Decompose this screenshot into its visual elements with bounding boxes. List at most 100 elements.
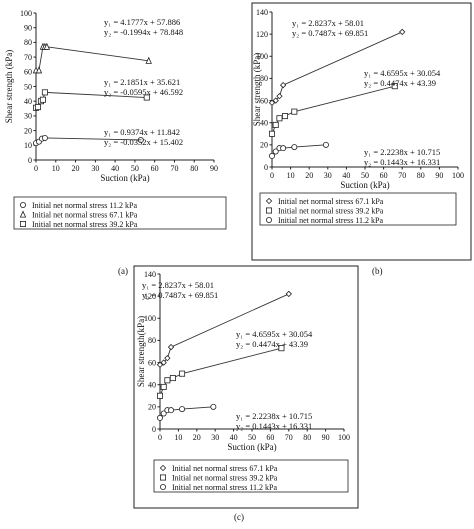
data-point xyxy=(272,97,279,104)
legend-entry: Initial net normal stress 39.2 kPa xyxy=(32,220,138,229)
x-tick-label: 90 xyxy=(210,164,218,173)
chart-a: 0 10 20 30 40 50 60 70 80 90 100 0 10 20 30 40 50 60 70 80 9… xyxy=(4,9,227,230)
data-point xyxy=(179,406,186,413)
data-point xyxy=(41,134,48,141)
equation-y1: y₁ = 4.1777x + 57.886 xyxy=(104,17,180,27)
data-point xyxy=(156,361,164,368)
equation-y1: y₁ = 0.9374x + 11.842 xyxy=(104,127,180,137)
legend-marker xyxy=(19,210,27,218)
x-tick-label: 10 xyxy=(52,164,60,173)
x-tick-label: 30 xyxy=(91,164,99,173)
y-tick-label: 60 xyxy=(260,96,268,105)
x-tick-label: 60 xyxy=(266,433,274,442)
series-line-0 xyxy=(36,46,149,71)
y-axis-label: Shear strength (kPa) xyxy=(252,53,262,126)
legend-box xyxy=(13,196,227,230)
data-point xyxy=(399,28,406,36)
data-point xyxy=(34,104,41,111)
legend-box xyxy=(259,192,457,226)
caption-b: (b) xyxy=(372,266,383,276)
legend-marker xyxy=(265,207,272,214)
equation-y2: y₂ = 0.7487x + 69.851 xyxy=(142,290,218,300)
x-tick-label: 60 xyxy=(380,171,388,180)
data-point xyxy=(280,145,287,152)
y-tick-label: 70 xyxy=(24,53,32,62)
x-tick-label: 40 xyxy=(230,433,238,442)
x-tick-label: 50 xyxy=(131,164,139,173)
y-tick-label: 20 xyxy=(260,141,268,150)
legend-marker xyxy=(265,197,273,205)
y-tick-label: 120 xyxy=(256,30,268,39)
equation-y2: y₂ = 0.1443x + 16.331 xyxy=(236,421,312,431)
equation-y2: y₂ = 0.4474x + 43.39 xyxy=(364,78,436,88)
data-point xyxy=(272,121,279,128)
legend-marker xyxy=(19,201,26,208)
data-point xyxy=(164,377,171,384)
caption-c: (c) xyxy=(234,512,244,522)
y-tick-label: 20 xyxy=(24,126,32,135)
legend-entry: Initial net normal stress 39.2 kPa xyxy=(172,474,278,483)
data-point xyxy=(291,144,298,151)
equation-y1: y₁ = 2.2238x + 10.715 xyxy=(364,147,440,157)
equation-y1: y₁ = 2.8237x + 58.01 xyxy=(292,18,364,28)
x-tick-label: 0 xyxy=(270,171,274,180)
x-tick-label: 50 xyxy=(248,433,256,442)
y-tick-label: 40 xyxy=(148,381,156,390)
x-axis-label: Suction (kPa) xyxy=(100,173,149,183)
equation-y2: y₂ = 0.4474x + 43.39 xyxy=(236,339,308,349)
x-tick-label: 0 xyxy=(158,433,162,442)
data-point xyxy=(272,148,279,155)
x-tick-label: 40 xyxy=(111,164,119,173)
y-tick-label: 80 xyxy=(148,336,156,345)
y-tick-label: 100 xyxy=(20,9,32,18)
chart-b: 0 20 40 60 80 100 120 140 0 10 20 30 40 50 60 70 80 90 100… xyxy=(251,2,472,261)
data-point xyxy=(268,152,275,159)
data-point xyxy=(156,392,163,399)
legend-entry: Initial net normal stress 67.1 kPa xyxy=(278,197,384,206)
equation-y2: y₂ = 0.1443x + 16.331 xyxy=(364,157,440,167)
data-point xyxy=(39,96,46,103)
data-point xyxy=(169,375,176,382)
x-axis-label: Suction (kPa) xyxy=(227,442,276,452)
y-tick-label: 90 xyxy=(24,24,32,33)
x-tick-label: 30 xyxy=(211,433,219,442)
equation-y2: y₂ = -0.1994x + 78.848 xyxy=(104,27,183,37)
equation-y1: y₁ = 2.8237x + 58.01 xyxy=(142,280,214,290)
x-tick-label: 0 xyxy=(34,164,38,173)
x-tick-label: 10 xyxy=(287,171,295,180)
data-point xyxy=(322,141,329,148)
data-point xyxy=(160,383,167,390)
x-tick-label: 20 xyxy=(193,433,201,442)
data-point xyxy=(279,81,287,89)
legend-entry: Initial net normal stress 11.2 kPa xyxy=(172,483,277,492)
data-point xyxy=(164,354,171,362)
y-tick-label: 0 xyxy=(152,425,156,434)
data-point xyxy=(391,83,398,90)
x-tick-label: 60 xyxy=(151,164,159,173)
data-point xyxy=(160,359,167,366)
series-line-1 xyxy=(271,85,395,134)
x-tick-label: 80 xyxy=(417,171,425,180)
data-point xyxy=(285,290,292,298)
data-point xyxy=(210,403,217,410)
y-tick-label: 60 xyxy=(24,68,32,77)
equation-y1: y₁ = 2.2238x + 10.715 xyxy=(236,411,312,421)
y-tick-label: 100 xyxy=(256,52,268,61)
data-point xyxy=(179,370,186,377)
y-tick-label: 0 xyxy=(28,156,32,165)
legend-entry: Initial net normal stress 11.2 kPa xyxy=(32,201,137,210)
y-tick-label: 40 xyxy=(24,97,32,106)
legend-marker xyxy=(159,464,167,472)
x-tick-label: 100 xyxy=(452,171,464,180)
y-tick-label: 60 xyxy=(148,358,156,367)
data-point xyxy=(276,92,283,100)
y-tick-label: 40 xyxy=(260,119,268,128)
data-point xyxy=(168,407,175,414)
equation-y1: y₁ = 2.1851x + 35.621 xyxy=(104,77,180,87)
data-point xyxy=(167,343,175,351)
y-tick-label: 50 xyxy=(24,82,32,91)
y-tick-label: 80 xyxy=(24,38,32,47)
data-point xyxy=(43,42,51,50)
legend-marker xyxy=(265,216,272,223)
y-tick-label: 80 xyxy=(260,74,268,83)
